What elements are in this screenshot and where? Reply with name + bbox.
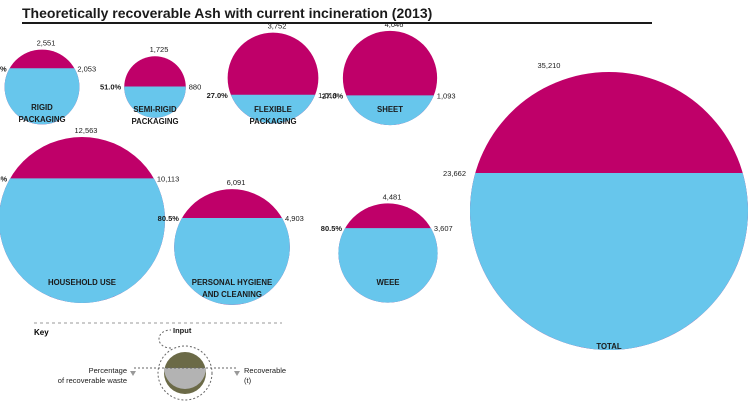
circle-recoverable [0, 178, 166, 304]
circle-item: 6,091 4,903 80.5% PERSONAL HYGIENE AND CLEAN… [158, 178, 304, 305]
percentage-value: 80.5% [158, 214, 180, 223]
key-input-label: Input [173, 326, 192, 335]
input-value: 4,046 [385, 20, 404, 29]
category-label: SHEET [377, 105, 403, 114]
circle-item: 35,210 23,662 TOTAL [443, 61, 748, 351]
circle-recoverable [338, 228, 438, 303]
input-value: 6,091 [227, 178, 246, 187]
circles-layer: 2,551 2,053 80.5% RIGID PACKAGING 1,725 880 51.… [0, 20, 748, 351]
category-label: RIGID [31, 103, 53, 112]
input-value: 1,725 [150, 45, 169, 54]
category-label: WEEE [377, 278, 400, 287]
circle-recoverable [174, 218, 290, 305]
input-value: 2,551 [37, 39, 56, 48]
title-rule [22, 22, 652, 24]
input-value: 3,752 [268, 22, 287, 31]
percentage-value: 80.5% [0, 64, 7, 73]
category-label: PERSONAL HYGIENE [192, 278, 272, 287]
input-value: 4,481 [383, 192, 402, 201]
circle-recoverable [4, 68, 80, 125]
percentage-value: 80.5% [321, 224, 343, 233]
category-label: HOUSEHOLD USE [48, 278, 116, 287]
recoverable-value: 2,053 [77, 64, 96, 73]
key-recoverable-label: (t) [244, 376, 252, 385]
circle-recoverable [470, 172, 748, 350]
key-right-arrow [234, 371, 240, 376]
input-value: 35,210 [538, 61, 561, 70]
chart-title: Theoretically recoverable Ash with curre… [22, 5, 433, 21]
key-percentage-label: Percentage [89, 366, 127, 375]
circle-item: 12,563 10,113 80.5% HOUSEHOLD USE [0, 126, 179, 304]
percentage-value: 27.0% [207, 91, 229, 100]
key-outline [157, 345, 213, 401]
recoverable-value: 880 [189, 83, 202, 92]
percentage-value: 51.0% [100, 83, 122, 92]
circle-recoverable [124, 86, 186, 118]
category-label: SEMI-RIGID [133, 105, 177, 114]
circle-item: 4,481 3,607 80.5% WEEE [321, 192, 453, 303]
key-title: Key [34, 328, 49, 337]
recoverable-value: 10,113 [157, 174, 179, 183]
recoverable-value: 1,013 [318, 91, 337, 100]
category-label: PACKAGING [249, 117, 296, 126]
key-percentage-label: of recoverable waste [58, 376, 127, 385]
circle-item: 3,752 1,013 27.0% FLEXIBLE PACKAGING [207, 22, 337, 126]
circle-item: 4,046 1,093 27.0% SHEET [322, 20, 456, 126]
category-label: TOTAL [596, 342, 622, 351]
input-value: 12,563 [75, 126, 98, 135]
recoverable-value: 1,093 [437, 91, 456, 100]
circle-item: 1,725 880 51.0% SEMI-RIGID PACKAGING [100, 45, 201, 126]
percentage-value: 27.0% [322, 91, 344, 100]
circle-item: 2,551 2,053 80.5% RIGID PACKAGING [0, 39, 96, 125]
key-recoverable-part [164, 368, 206, 390]
category-label: PACKAGING [18, 115, 65, 124]
key-input-connector [158, 329, 172, 349]
key-recoverable-label: Recoverable [244, 366, 286, 375]
key-left-arrow [130, 371, 136, 376]
category-label: PACKAGING [131, 117, 178, 126]
circle-recoverable [346, 95, 434, 126]
recoverable-value: 3,607 [434, 224, 453, 233]
circle-recoverable [230, 94, 316, 124]
recoverable-value: 4,903 [285, 214, 304, 223]
category-label: AND CLEANING [202, 290, 262, 299]
percentage-value: 80.5% [0, 174, 7, 183]
category-label: FLEXIBLE [254, 105, 292, 114]
recoverable-value: 23,662 [443, 169, 466, 178]
